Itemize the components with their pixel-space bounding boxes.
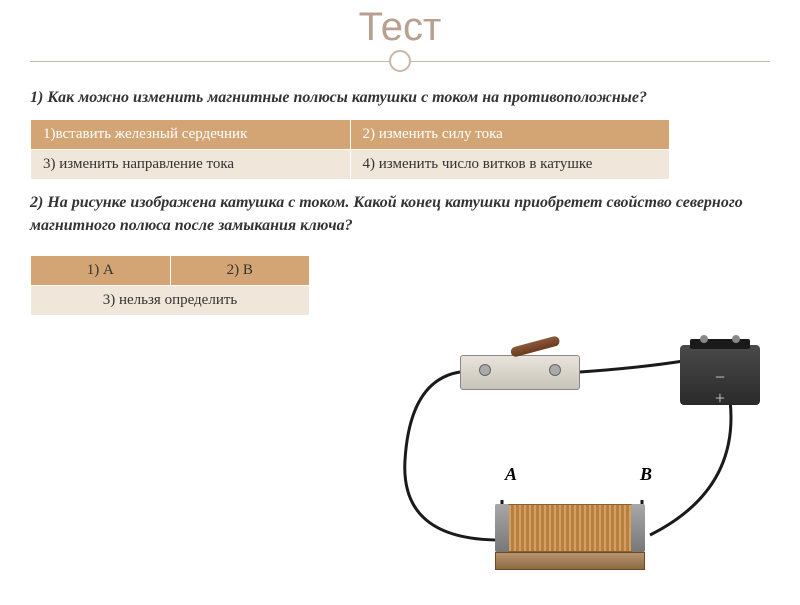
- battery: − +: [680, 345, 760, 405]
- q1-opt-4: 4) изменить число витков в катушке: [350, 150, 670, 180]
- q2-options-table: 1) А 2) В 3) нельзя определить: [30, 255, 310, 316]
- coil-label-b: B: [640, 464, 652, 485]
- q2-opt-3: 3) нельзя определить: [31, 286, 310, 316]
- q2-opt-1: 1) А: [31, 256, 171, 286]
- q2-opt-2: 2) В: [170, 256, 310, 286]
- coil-label-a: A: [505, 464, 517, 485]
- q1-opt-3: 3) изменить направление тока: [31, 150, 351, 180]
- coil: [495, 495, 645, 570]
- question-1: 1) Как можно изменить магнитные полюсы к…: [30, 87, 770, 109]
- title-divider: [30, 50, 770, 72]
- q1-opt-1: 1)вставить железный сердечник: [31, 120, 351, 150]
- switch: [460, 355, 580, 390]
- battery-polarity: − +: [680, 367, 760, 409]
- circuit-diagram: − + A B: [390, 340, 770, 580]
- question-2: 2) На рисунке изображена катушка с током…: [30, 192, 770, 237]
- slide-title: Тест: [30, 5, 770, 50]
- q1-options-table: 1)вставить железный сердечник 2) изменит…: [30, 119, 670, 180]
- q1-opt-2: 2) изменить силу тока: [350, 120, 670, 150]
